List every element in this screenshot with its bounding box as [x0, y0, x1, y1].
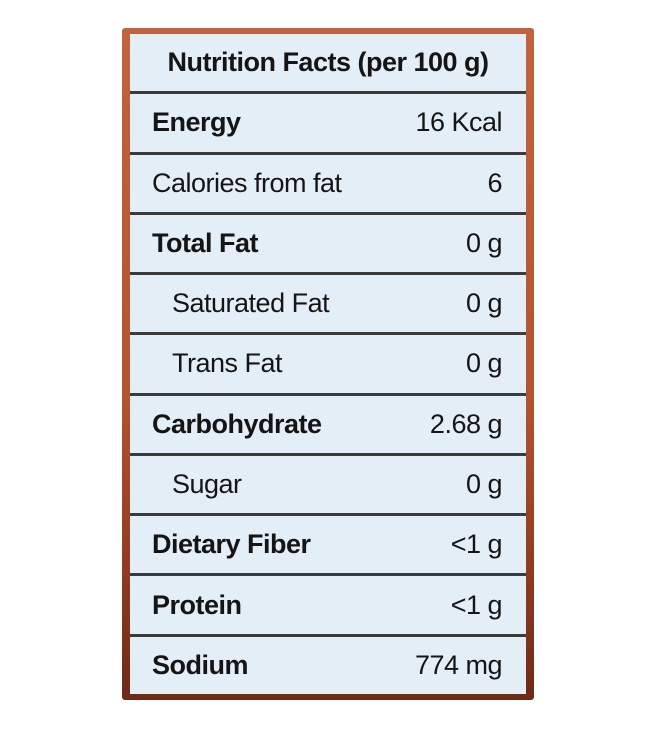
row-protein: Protein <1 g: [130, 576, 526, 634]
row-value: <1 g: [450, 529, 503, 560]
row-label: Total Fat: [152, 227, 259, 258]
row-carbohydrate: Carbohydrate 2.68 g: [130, 395, 526, 453]
row-label: Calories from fat: [152, 167, 342, 198]
row-value: 16 Kcal: [415, 107, 502, 138]
row-label: Sugar: [172, 468, 242, 499]
row-label: Energy: [152, 107, 241, 138]
row-label: Dietary Fiber: [152, 529, 311, 560]
row-value: 6: [487, 167, 502, 198]
row-trans-fat: Trans Fat 0 g: [130, 335, 526, 393]
row-total-fat: Total Fat 0 g: [130, 214, 526, 273]
row-sodium: Sodium 774 mg: [130, 636, 526, 694]
row-value: 774 mg: [414, 649, 503, 680]
row-value: 0 g: [465, 227, 503, 258]
row-label: Carbohydrate: [152, 408, 322, 439]
row-value: 0 g: [465, 348, 503, 379]
row-label: Saturated Fat: [172, 288, 330, 319]
row-label: Trans Fat: [172, 348, 283, 379]
row-energy: Energy 16 Kcal: [130, 94, 526, 152]
row-value: <1 g: [450, 589, 503, 620]
row-value: 0 g: [465, 468, 503, 499]
row-calories-from-fat: Calories from fat 6: [130, 154, 526, 212]
row-label: Sodium: [152, 649, 249, 680]
row-dietary-fiber: Dietary Fiber <1 g: [130, 516, 526, 574]
row-value: 2.68 g: [429, 408, 503, 439]
table-title: Nutrition Facts (per 100 g): [130, 34, 526, 92]
nutrition-facts-table: Nutrition Facts (per 100 g) Energy 16 Kc…: [130, 34, 526, 694]
row-label: Protein: [152, 589, 242, 620]
row-value: 0 g: [465, 288, 503, 319]
table-title-text: Nutrition Facts (per 100 g): [167, 47, 489, 78]
row-saturated-fat: Saturated Fat 0 g: [130, 275, 526, 333]
row-sugar: Sugar 0 g: [130, 455, 526, 514]
